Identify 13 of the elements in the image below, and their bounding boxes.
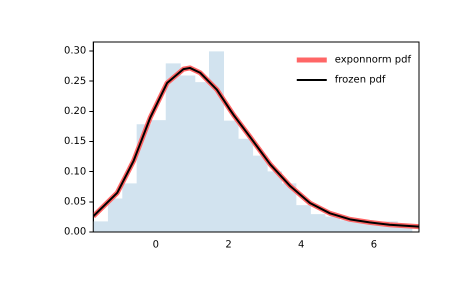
- y-tick-label: 0.00: [64, 226, 86, 238]
- x-tick-label: 6: [370, 240, 378, 251]
- y-tick-label: 0.20: [64, 106, 86, 117]
- y-tick-label: 0.10: [64, 166, 86, 178]
- x-tick-label: 4: [298, 240, 304, 251]
- y-tick-label: 0.05: [64, 196, 86, 208]
- legend-label: frozen pdf: [334, 74, 386, 86]
- x-tick-label: 0: [152, 240, 159, 251]
- y-tick-label: 0.15: [64, 136, 86, 148]
- y-tick-label: 0.30: [64, 46, 86, 57]
- x-tick-label: 2: [225, 240, 232, 251]
- legend-label: exponnorm pdf: [334, 54, 412, 66]
- y-tick-label: 0.25: [64, 76, 86, 87]
